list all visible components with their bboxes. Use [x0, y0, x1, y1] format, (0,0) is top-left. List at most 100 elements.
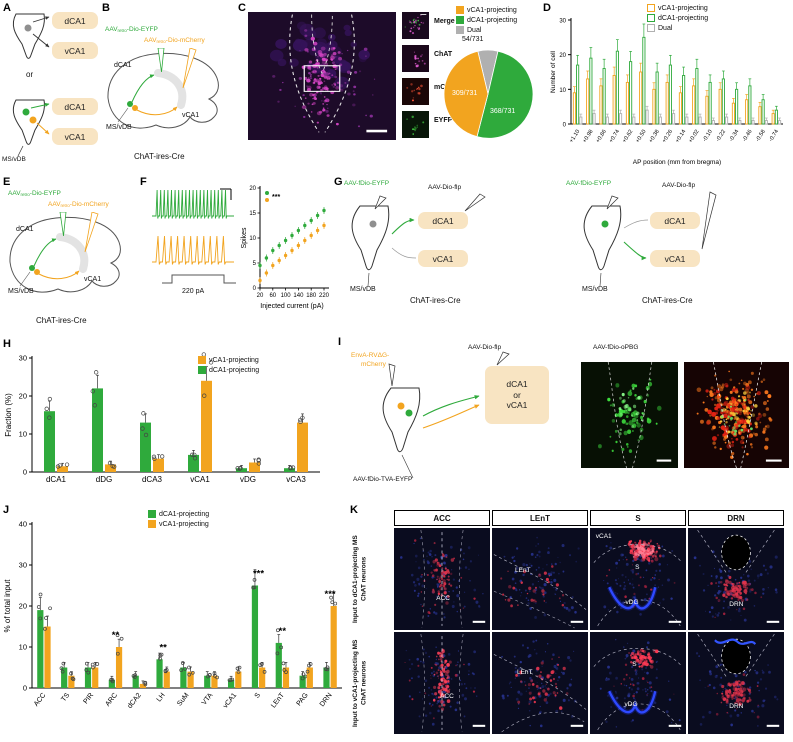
bar: [235, 671, 242, 688]
neuron-orange: [34, 269, 40, 275]
legend-label: vCA1-projecting: [209, 356, 259, 364]
pie-chart: [443, 49, 534, 139]
data-point: [259, 662, 264, 666]
msvdb-label: MS/vDB: [8, 288, 34, 295]
data-point: [275, 651, 280, 656]
significance-stars: ***: [272, 194, 280, 201]
data-point: [47, 396, 53, 402]
virus-label-rv-line2: mCherry: [361, 361, 386, 368]
msvdb-label: MS/vDB: [582, 286, 608, 293]
pie-slice-dCA1-projecting: [476, 50, 534, 139]
region-label: vDG: [624, 701, 638, 709]
y-tick-label: 20: [249, 186, 256, 192]
bar: [771, 113, 775, 125]
data-point: [160, 454, 165, 459]
legend-label: dCA1-projecting: [467, 16, 518, 24]
panel-label-f: F: [140, 176, 147, 188]
data-point: [277, 258, 281, 263]
micro-image-acc-dca1: ACC: [394, 528, 490, 630]
legend-label: vCA1-projecting: [658, 4, 708, 12]
bar: [745, 99, 749, 125]
virus-suffix: -Dio-EYFP: [126, 26, 158, 33]
data-point: [296, 228, 301, 233]
pie-value-dca1: 368/731: [490, 108, 516, 115]
vca1-label: vCA1: [182, 112, 200, 119]
data-point: [258, 278, 262, 283]
data-point: [140, 426, 145, 431]
pipette-mcherry: [182, 48, 197, 89]
dca1-label: dCA1: [114, 62, 132, 69]
pipette-eyfp-left: [374, 195, 387, 210]
data-point: [43, 626, 47, 631]
x-tick-label: +0.62: [622, 129, 635, 144]
legend-item: vCA1-projecting: [148, 520, 209, 528]
bar-chart-axon-fraction: 0 10 20 30 Fraction (%) dCA1 dDG dCA3 vCA1 vDG vCA…: [4, 352, 320, 484]
panel-e: E AAVretro-Dio-EYFP AAVretro-Dio-mCherry…: [0, 172, 140, 332]
panel-c: C Merge ChAT mCherry EYFP vCA1-projectin…: [238, 0, 543, 172]
virus-subscript: retro: [156, 39, 166, 44]
bar: [592, 113, 596, 125]
region-label: DRN: [729, 601, 744, 609]
virus-suffix: -Dio-EYFP: [29, 190, 61, 197]
data-point: [110, 679, 115, 684]
virus-suffix: -Dio-mCherry: [69, 201, 109, 208]
bar: [115, 647, 123, 688]
data-point: [70, 676, 75, 681]
mouse-line-label: ChAT-ires-Cre: [134, 152, 185, 161]
bar: [180, 667, 187, 688]
significance-stars: **: [159, 642, 167, 653]
x-axis-label: AP position (mm from bregma): [633, 159, 721, 166]
bar: [579, 116, 583, 125]
y-axis-label: Fraction (%): [4, 393, 13, 437]
virus-label-dio-flp: AAV-Dio-flp: [468, 344, 502, 351]
panel-label-i: I: [338, 336, 342, 348]
neuron-green: [22, 108, 30, 116]
bar: [44, 626, 51, 688]
significance-stars: **: [112, 630, 120, 641]
x-tick-label: DRN: [319, 692, 334, 708]
bar: [774, 109, 778, 125]
bar: [282, 667, 290, 688]
x-tick-label: -0.10: [702, 129, 714, 143]
data-point: [322, 208, 326, 213]
vca1-label: vCA1: [84, 276, 102, 283]
data-point: [283, 238, 288, 243]
neuron-green: [29, 265, 35, 271]
data-point: [132, 675, 137, 679]
legend-item: dCA1-projecting: [198, 366, 259, 374]
data-point: [91, 665, 95, 670]
panel-g-schematic: [351, 191, 717, 287]
virus-label-rv-line1: EnvA-RVΔG-: [351, 352, 390, 359]
legend-swatch-orange-outline: [647, 4, 655, 12]
virus-label-dio-flp: AAV-Dio-flp: [662, 182, 696, 189]
data-point: [235, 666, 240, 671]
bar: [639, 71, 643, 125]
bar: [672, 113, 676, 125]
significance-stars: **: [279, 626, 287, 637]
ms-outline-left: [351, 205, 390, 271]
data-point: [141, 411, 146, 416]
panel-label-c: C: [238, 2, 246, 14]
bar: [698, 116, 702, 125]
virus-prefix: AAV: [8, 190, 21, 197]
bar: [140, 422, 151, 472]
region-label: ACC: [440, 693, 454, 701]
data-point: [315, 228, 320, 233]
data-point: [60, 669, 65, 674]
y-tick-label: 30: [559, 19, 566, 25]
data-point: [251, 585, 256, 590]
bar: [735, 88, 739, 125]
data-point: [107, 460, 113, 466]
legend-swatch-green-outline: [647, 14, 655, 22]
bar: [105, 464, 116, 472]
bar: [652, 88, 656, 125]
bar-chart-ap-position: 0 10 20 30 Number of cell AP position (mm fro…: [550, 18, 783, 166]
neuron-orange: [397, 402, 405, 410]
data-point: [271, 248, 275, 253]
data-point: [288, 465, 293, 470]
data-point: [95, 662, 100, 666]
legend-swatch-green: [198, 366, 206, 374]
data-point: [143, 432, 149, 438]
legend-label: Dual: [467, 26, 482, 34]
legend-label: dCA1-projecting: [209, 366, 260, 374]
